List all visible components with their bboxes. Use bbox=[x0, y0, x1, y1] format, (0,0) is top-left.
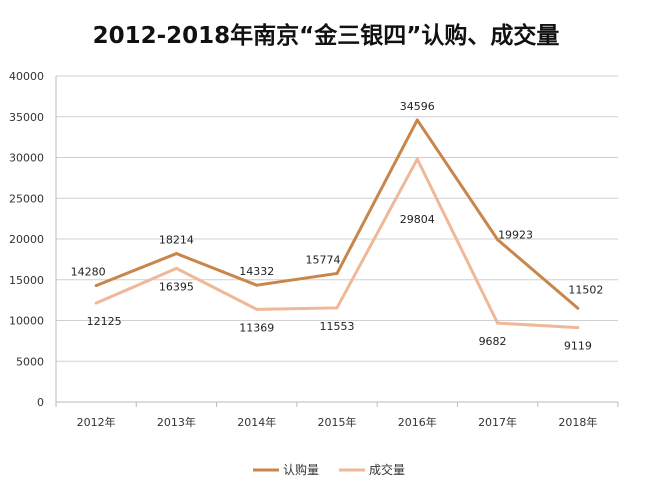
x-tick-label: 2012年 bbox=[77, 415, 116, 429]
data-point bbox=[496, 321, 500, 325]
data-label: 14332 bbox=[239, 265, 274, 278]
data-point bbox=[576, 306, 580, 310]
data-label: 19923 bbox=[498, 229, 533, 242]
data-point bbox=[415, 157, 419, 161]
chart-title: 2012-2018年南京“金三银四”认购、成交量 bbox=[92, 23, 560, 49]
data-point bbox=[94, 301, 98, 305]
x-tick-label: 2016年 bbox=[398, 415, 437, 429]
y-tick-label: 30000 bbox=[9, 152, 44, 165]
x-tick-label: 2013年 bbox=[157, 415, 196, 429]
x-tick-label: 2015年 bbox=[318, 415, 357, 429]
legend-label: 成交量 bbox=[369, 462, 405, 477]
data-label: 11369 bbox=[239, 321, 274, 334]
x-tick-label: 2017年 bbox=[478, 415, 517, 429]
data-label: 9119 bbox=[564, 340, 592, 353]
data-point bbox=[415, 118, 419, 122]
data-point bbox=[335, 271, 339, 275]
data-label: 16395 bbox=[159, 280, 194, 293]
data-label: 18214 bbox=[159, 234, 194, 247]
y-tick-label: 35000 bbox=[9, 111, 44, 124]
data-label: 12125 bbox=[87, 315, 122, 328]
y-tick-label: 20000 bbox=[9, 233, 44, 246]
data-point bbox=[255, 307, 259, 311]
y-tick-label: 10000 bbox=[9, 315, 44, 328]
data-point bbox=[496, 238, 500, 242]
data-label: 15774 bbox=[306, 253, 341, 266]
y-tick-label: 25000 bbox=[9, 192, 44, 205]
data-label: 14280 bbox=[71, 266, 106, 279]
y-tick-label: 0 bbox=[37, 396, 44, 409]
data-point bbox=[174, 252, 178, 256]
x-tick-label: 2018年 bbox=[558, 415, 597, 429]
data-label: 34596 bbox=[400, 100, 435, 113]
data-point bbox=[174, 266, 178, 270]
data-point bbox=[94, 284, 98, 288]
y-tick-label: 15000 bbox=[9, 274, 44, 287]
data-point bbox=[335, 306, 339, 310]
y-tick-label: 5000 bbox=[16, 355, 44, 368]
data-label: 29804 bbox=[400, 213, 435, 226]
x-tick-label: 2014年 bbox=[237, 415, 276, 429]
data-label: 9682 bbox=[479, 335, 507, 348]
legend-label: 认购量 bbox=[283, 462, 319, 477]
data-label: 11502 bbox=[568, 283, 603, 296]
y-tick-label: 40000 bbox=[9, 70, 44, 83]
data-point bbox=[576, 326, 580, 330]
data-label: 11553 bbox=[320, 320, 355, 333]
data-point bbox=[255, 283, 259, 287]
